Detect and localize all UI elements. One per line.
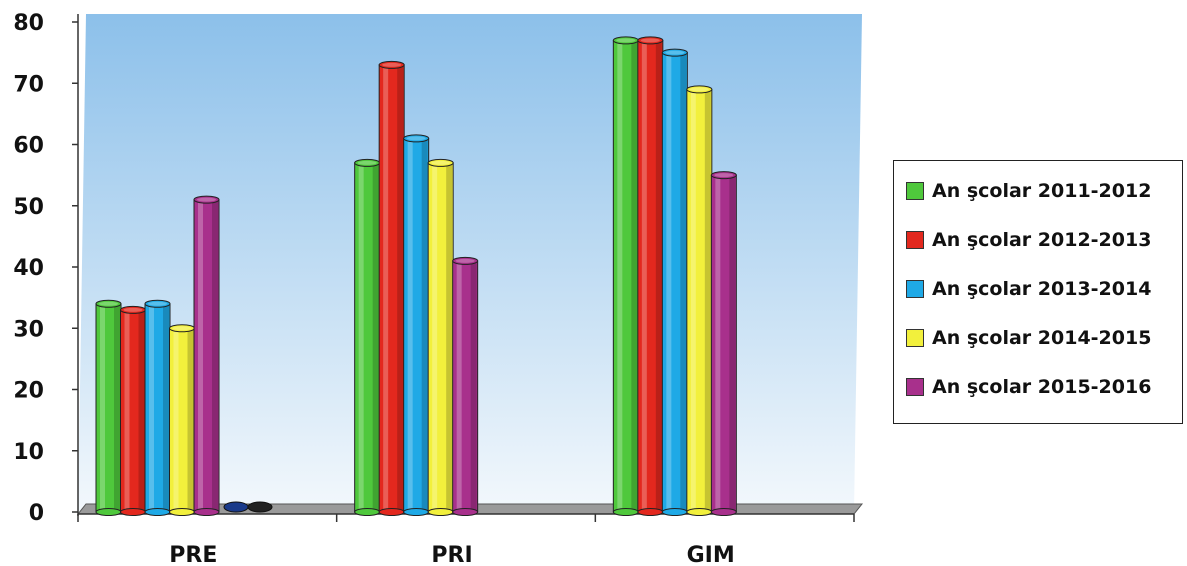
legend-item: An şcolar 2011-2012 <box>906 176 1151 206</box>
legend-label: An şcolar 2013-2014 <box>932 278 1152 300</box>
legend-swatch <box>906 378 924 396</box>
legend-label: An şcolar 2015-2016 <box>932 376 1152 398</box>
bar <box>686 85 713 516</box>
y-tick-label: 70 <box>13 72 44 97</box>
bar <box>378 60 405 516</box>
category-label: PRE <box>169 543 217 566</box>
bar <box>710 171 737 516</box>
bar <box>612 36 639 516</box>
bar <box>403 134 430 516</box>
legend-label: An şcolar 2011-2012 <box>932 180 1152 202</box>
bar <box>95 299 122 516</box>
legend-item: An şcolar 2014-2015 <box>906 323 1151 353</box>
empty-bar-cap <box>223 501 249 513</box>
category-label: GIM <box>687 543 735 566</box>
legend: An şcolar 2011-2012 An şcolar 2012-2013 An… <box>893 160 1183 424</box>
bar <box>169 324 195 516</box>
bar <box>427 158 454 516</box>
y-tick-label: 0 <box>29 501 44 526</box>
bar <box>193 195 220 516</box>
bar <box>452 256 479 516</box>
legend-label: An şcolar 2014-2015 <box>932 327 1152 349</box>
y-tick-label: 20 <box>13 379 44 404</box>
legend-swatch <box>906 231 924 249</box>
legend-item: An şcolar 2013-2014 <box>906 274 1151 304</box>
bar <box>354 158 381 516</box>
bar <box>661 48 688 516</box>
y-tick-label: 80 <box>13 11 44 36</box>
y-tick-label: 40 <box>13 256 44 281</box>
y-tick-label: 50 <box>13 195 44 220</box>
y-axis-ticks: 0 10 20 30 40 50 60 70 80 <box>13 11 78 526</box>
legend-swatch <box>906 182 924 200</box>
y-tick-label: 30 <box>13 317 44 342</box>
empty-bar-cap <box>247 501 273 513</box>
x-axis-ticks: PRE PRI GIM <box>77 514 855 566</box>
y-tick-label: 10 <box>13 440 44 465</box>
legend-item: An şcolar 2012-2013 <box>906 225 1151 255</box>
bars <box>95 36 737 516</box>
bar <box>120 305 146 516</box>
legend-swatch <box>906 329 924 347</box>
category-label: PRI <box>431 543 472 566</box>
legend-item: An şcolar 2015-2016 <box>906 372 1151 402</box>
y-tick-label: 60 <box>13 134 44 159</box>
legend-swatch <box>906 280 924 298</box>
bar <box>637 36 664 516</box>
legend-label: An şcolar 2012-2013 <box>932 229 1152 251</box>
bar <box>144 299 171 516</box>
